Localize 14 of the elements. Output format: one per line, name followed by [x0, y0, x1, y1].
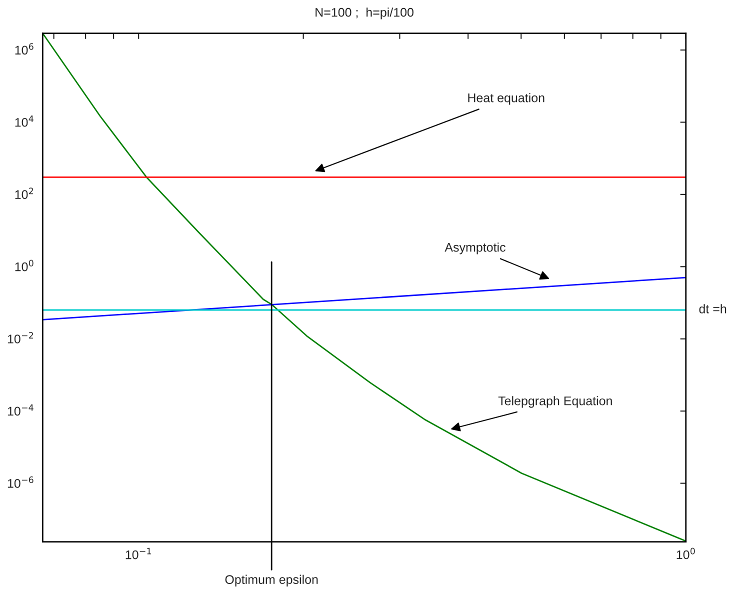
y-tick-label: 10$^{−2}$	[8, 332, 34, 344]
y-tick-label: 10$^{−4}$	[8, 404, 34, 416]
y-tick-label: 10$^{4}$	[15, 116, 34, 127]
chart-title: N=100 ; h=pi/100	[316, 8, 414, 20]
x-tick-label: 10$^{−1}$	[126, 548, 152, 560]
y-tick-label: 10$^{0}$	[15, 260, 34, 272]
ref-line-label: dt =h	[699, 304, 726, 314]
y-tick-label: 10$^{2}$	[15, 188, 34, 199]
y-tick-label: 10$^{−6}$	[8, 476, 34, 488]
annotation: Asymptotic	[444, 242, 506, 254]
ref-line-label: Optimum epsilon	[225, 574, 318, 586]
annotation: Telepgraph Equation	[498, 396, 612, 408]
y-tick-label: 10$^{6}$	[15, 43, 34, 55]
annotation: Heat equation	[468, 93, 544, 105]
